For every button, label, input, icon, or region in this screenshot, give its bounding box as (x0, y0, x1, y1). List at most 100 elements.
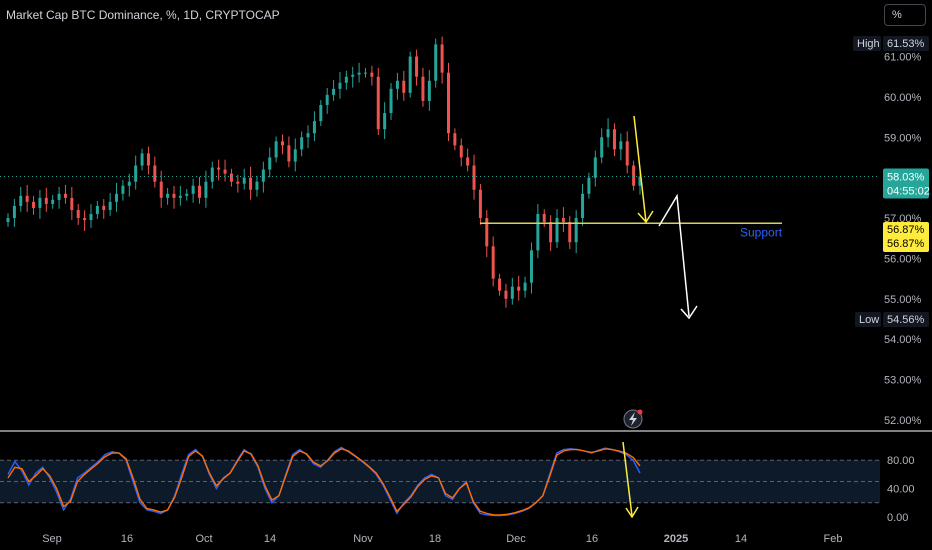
high-label: High (857, 38, 880, 50)
candle-body (19, 195, 23, 206)
candle-body (510, 286, 514, 299)
candle-body (568, 222, 572, 243)
current-price-tag (883, 168, 929, 199)
unit-button[interactable]: % (884, 4, 926, 26)
candle-body (70, 197, 74, 210)
time-tick-label: 2025 (664, 533, 688, 545)
candle-body (427, 80, 431, 101)
candle-body (402, 80, 406, 93)
candle-body (555, 218, 559, 243)
candle-body (549, 222, 553, 243)
candle-body (395, 80, 399, 89)
price-tick-label: 56.00% (884, 253, 922, 265)
countdown-value: 04:55:02 (887, 185, 930, 197)
candle-body (306, 133, 310, 138)
candle-body (459, 145, 463, 158)
candle-body (625, 141, 629, 166)
price-tick-label: 61.00% (884, 52, 922, 64)
price-tick-label: 60.00% (884, 92, 922, 104)
candle-body (242, 177, 246, 184)
candle-body (415, 56, 419, 77)
candle-body (236, 181, 240, 184)
candle-body (166, 193, 170, 198)
candle-body (434, 44, 438, 81)
time-tick-label: Nov (353, 533, 373, 545)
candle-body (274, 141, 278, 158)
candle-body (198, 185, 202, 198)
lightning-glyph (629, 412, 637, 426)
candle-body (376, 76, 380, 130)
candle-body (115, 193, 119, 202)
support-label: Support (740, 225, 783, 239)
candle-body (472, 165, 476, 190)
projection-path-white[interactable] (658, 193, 690, 317)
stoch-tick-label: 40.00 (887, 484, 915, 496)
projection-arrow-yellow[interactable] (633, 115, 647, 223)
candle-body (325, 94, 329, 105)
candle-body (517, 286, 521, 291)
time-tick-label: Dec (506, 533, 526, 545)
candle-body (95, 205, 99, 214)
time-tick-label: Sep (42, 533, 62, 545)
stochastic-pane: 80.00 40.00 0.00 (0, 441, 915, 524)
candle-body (478, 189, 482, 219)
candle-body (312, 121, 316, 134)
support-price-tag (883, 222, 929, 252)
stoch-tick-label: 80.00 (887, 455, 915, 467)
stoch-arrowhead-yellow (625, 506, 639, 519)
candle-body (536, 213, 540, 251)
candle-body (146, 153, 150, 166)
candle-body (351, 74, 355, 77)
candle-body (210, 167, 214, 182)
candle-body (293, 149, 297, 162)
candle-body (204, 181, 208, 198)
low-value: 54.56% (887, 314, 925, 326)
high-value: 61.53% (887, 38, 925, 50)
candle-body (108, 201, 112, 210)
candle-body (89, 213, 93, 221)
candle-body (223, 169, 227, 174)
candle-body (229, 173, 233, 182)
candle-body (561, 218, 565, 223)
candle-body (83, 218, 87, 221)
candle-body (600, 137, 604, 158)
candle-body (363, 72, 367, 74)
candle-body (172, 193, 176, 198)
candle-body (12, 205, 16, 219)
price-tick-label: 52.00% (884, 415, 922, 427)
notification-dot (637, 409, 643, 415)
stoch-arrow-yellow[interactable] (622, 441, 633, 517)
price-tick-label: 55.00% (884, 294, 922, 306)
candle-body (574, 218, 578, 243)
support-price-value-2: 56.87% (887, 238, 925, 250)
stoch-series-d (7, 448, 641, 516)
price-tick-label: 54.00% (884, 334, 922, 346)
candle-body (57, 193, 61, 200)
candle-body (632, 165, 636, 186)
time-axis: Sep 16 Oct 14 Nov 18 Dec 16 2025 14 Feb (42, 533, 842, 545)
candle-body (159, 181, 163, 198)
time-tick-label: Oct (195, 533, 212, 545)
price-tick-label: 59.00% (884, 132, 922, 144)
candle-body (287, 145, 291, 162)
candle-body (344, 76, 348, 83)
candle-body (191, 185, 195, 194)
candle-body (102, 205, 106, 210)
candle-body (319, 104, 323, 122)
stoch-tick-label: 0.00 (887, 512, 908, 524)
candle-body (32, 201, 36, 208)
candle-body (178, 195, 182, 198)
time-tick-label: 16 (121, 533, 133, 545)
projection-arrowhead-white (680, 305, 698, 320)
candle-body (421, 76, 425, 101)
candle-body (6, 218, 10, 223)
chart-title: Market Cap BTC Dominance, %, 1D, CRYPTOC… (6, 8, 280, 22)
candle-body (453, 133, 457, 146)
candle-body (338, 82, 342, 89)
candle-body (638, 176, 642, 186)
candle-body (408, 56, 412, 93)
candle-body (485, 218, 489, 247)
high-value-bg (883, 36, 929, 51)
low-label-bg (855, 312, 881, 327)
